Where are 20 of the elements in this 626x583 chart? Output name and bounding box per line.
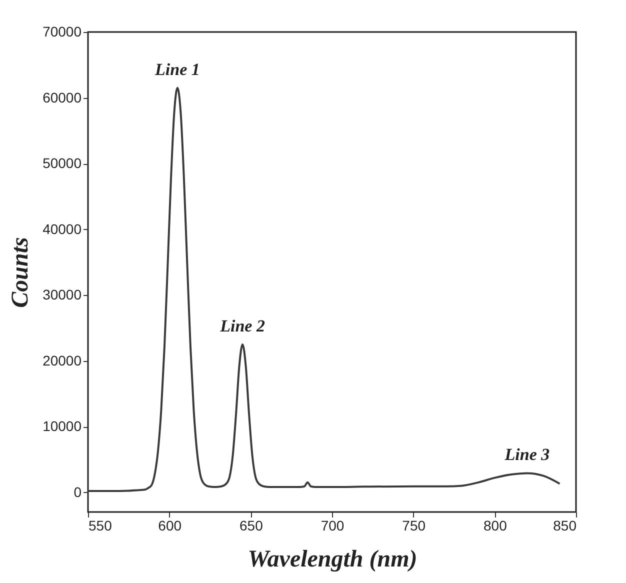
annotation: Line 3 <box>504 445 550 464</box>
y-tick-label: 10000 <box>42 418 82 434</box>
y-tick-label: 50000 <box>42 155 82 172</box>
annotation: Line 1 <box>154 60 200 79</box>
x-tick-label: 600 <box>158 518 182 534</box>
y-tick-label: 70000 <box>42 24 82 40</box>
x-tick-label: 700 <box>320 518 344 534</box>
x-tick-label: 750 <box>402 518 426 534</box>
y-tick-label: 20000 <box>42 352 82 368</box>
x-tick-label: 550 <box>88 518 112 534</box>
y-axis-title: Counts <box>8 237 34 308</box>
y-tick-label: 0 <box>74 484 82 500</box>
annotation: Line 2 <box>219 316 266 336</box>
x-tick-label: 850 <box>553 518 577 534</box>
x-tick-label: 800 <box>483 518 508 534</box>
x-tick-label: 650 <box>239 518 264 534</box>
x-axis-title: Wavelength (nm) <box>248 546 418 572</box>
y-tick-label: 40000 <box>42 220 82 237</box>
y-tick-label: 60000 <box>42 89 82 106</box>
y-tick-label: 30000 <box>42 286 82 303</box>
